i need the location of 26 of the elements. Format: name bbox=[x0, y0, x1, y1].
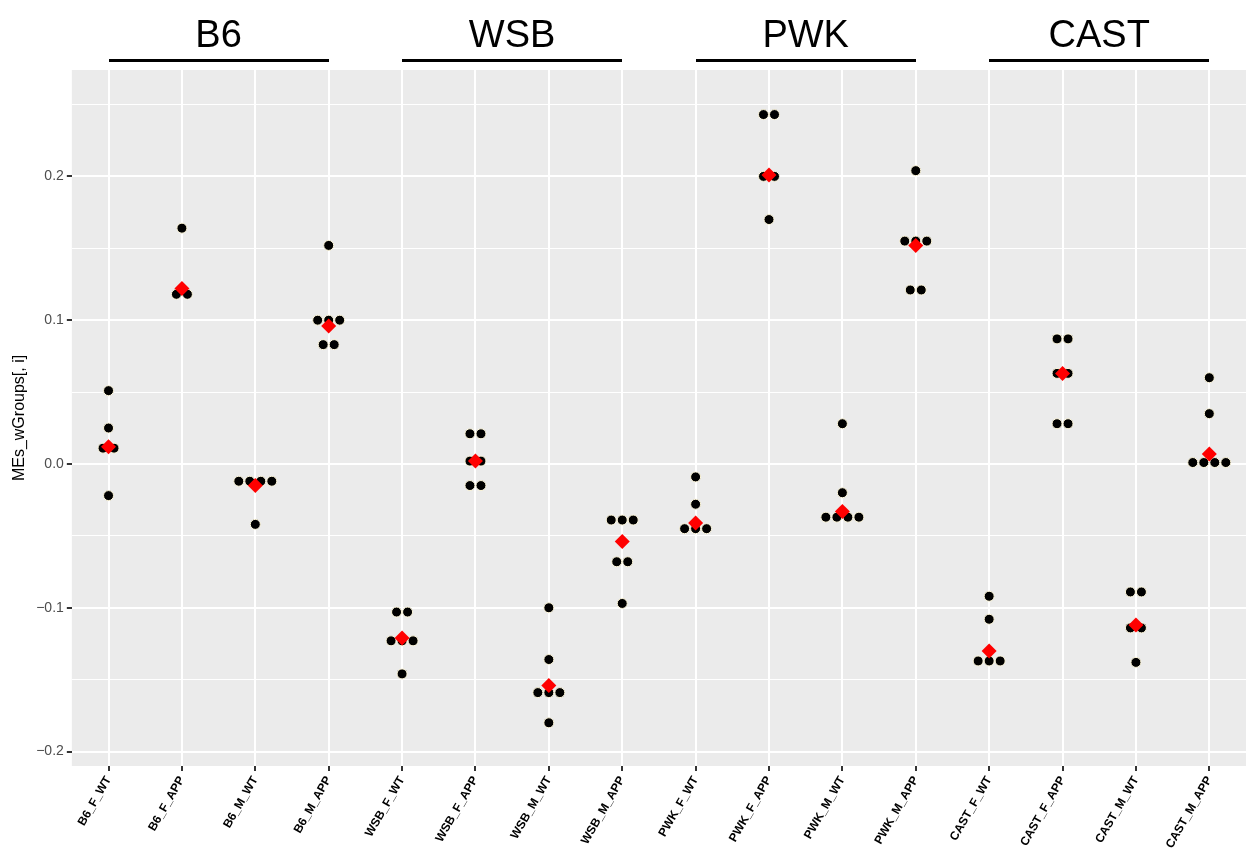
y-tick-label: 0.1 bbox=[44, 311, 65, 328]
point bbox=[247, 478, 263, 494]
point bbox=[908, 237, 924, 253]
text: PWK bbox=[761, 12, 850, 56]
point bbox=[834, 503, 850, 519]
point bbox=[981, 643, 997, 659]
point bbox=[614, 534, 630, 550]
point bbox=[394, 630, 410, 646]
point bbox=[1201, 446, 1217, 462]
y-tick-label: −0.2 bbox=[36, 742, 65, 759]
y-tick-label: 0.0 bbox=[44, 454, 65, 471]
text: CAST bbox=[1047, 12, 1151, 56]
y-tick-label: −0.1 bbox=[36, 598, 65, 615]
text: WSB bbox=[467, 12, 557, 56]
point bbox=[101, 439, 117, 455]
point bbox=[1055, 365, 1071, 381]
y-axis-title: MEs_wGroups[, i] bbox=[10, 354, 29, 482]
point bbox=[688, 515, 704, 531]
y-tick-label: 0.2 bbox=[44, 167, 65, 184]
point bbox=[467, 453, 483, 469]
text: B6 bbox=[194, 12, 243, 56]
point bbox=[321, 318, 337, 334]
point bbox=[541, 677, 557, 693]
point bbox=[1128, 617, 1144, 633]
point bbox=[761, 167, 777, 183]
point bbox=[174, 281, 190, 297]
